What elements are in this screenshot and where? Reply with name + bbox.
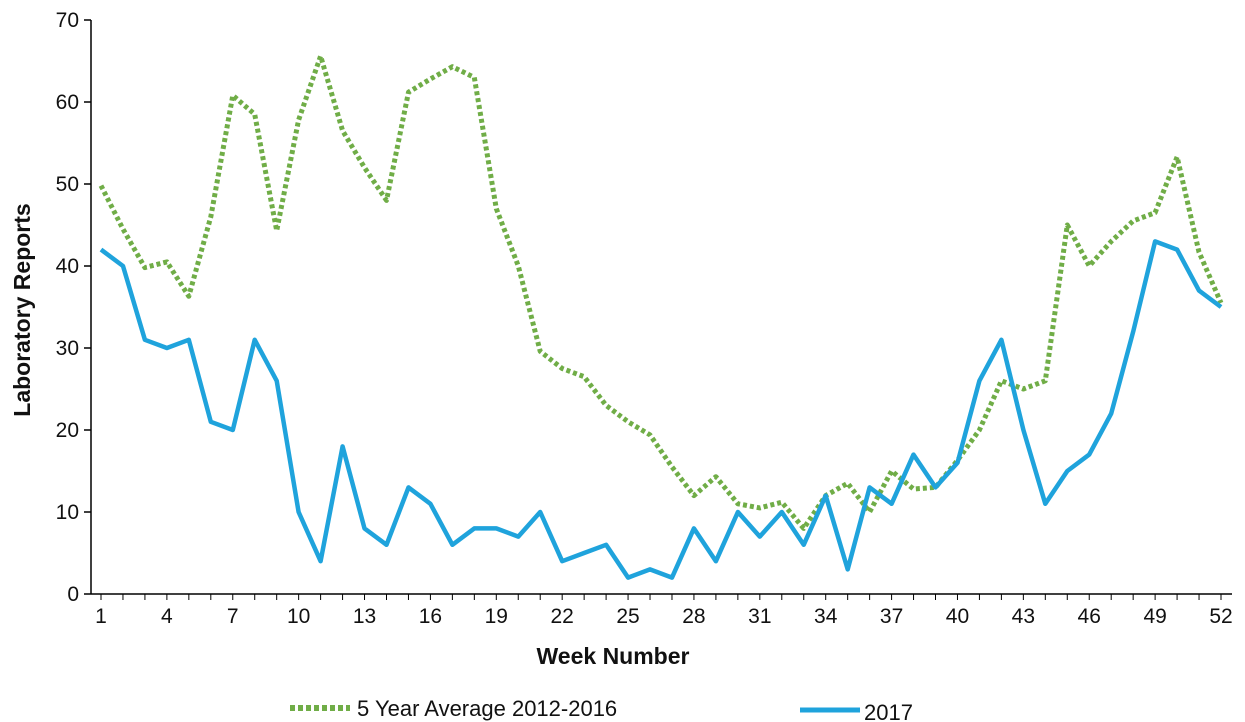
y-tick-label: 0 xyxy=(67,583,79,606)
x-tick-label: 43 xyxy=(1012,605,1035,628)
y-tick-label: 60 xyxy=(56,91,79,114)
series-line-5-year-average xyxy=(98,53,1224,531)
y-tick-label: 50 xyxy=(56,173,79,196)
series-layer xyxy=(98,53,1224,580)
x-tick-label: 34 xyxy=(814,605,838,628)
y-tick-label: 40 xyxy=(56,255,79,278)
axes: 0 10 20 30 40 50 60 70 1 4 7 10 13 16 19 22 25 28 31 34 37 40… xyxy=(56,9,1233,628)
x-tick-label: 46 xyxy=(1078,605,1101,628)
x-tick-label: 22 xyxy=(550,605,573,628)
x-tick-label: 28 xyxy=(682,605,705,628)
legend-label-5-year-average: 5 Year Average 2012-2016 xyxy=(357,696,617,721)
x-tick-label: 49 xyxy=(1143,605,1166,628)
x-tick-label: 7 xyxy=(227,605,239,628)
x-tick-label: 13 xyxy=(353,605,376,628)
y-tick-label: 20 xyxy=(56,419,79,442)
x-tick-label: 25 xyxy=(616,605,639,628)
x-tick-label: 19 xyxy=(485,605,508,628)
x-tick-label: 52 xyxy=(1209,605,1232,628)
x-tick-label: 1 xyxy=(95,605,107,628)
y-tick-label: 70 xyxy=(56,9,79,32)
legend: 5 Year Average 2012-2016 2017 xyxy=(290,696,913,722)
x-tick-label: 40 xyxy=(946,605,969,628)
x-tick-label: 37 xyxy=(880,605,903,628)
x-tick-label: 31 xyxy=(748,605,771,628)
legend-label-2017: 2017 xyxy=(864,700,913,722)
x-tick-label: 10 xyxy=(287,605,310,628)
y-axis-title: Laboratory Reports xyxy=(9,203,35,416)
x-tick-label: 16 xyxy=(419,605,442,628)
x-axis-title: Week Number xyxy=(537,643,690,669)
series-line-2017 xyxy=(99,239,1223,580)
x-tick-label: 4 xyxy=(161,605,173,628)
y-tick-label: 10 xyxy=(56,501,79,524)
y-tick-label: 30 xyxy=(56,337,79,360)
